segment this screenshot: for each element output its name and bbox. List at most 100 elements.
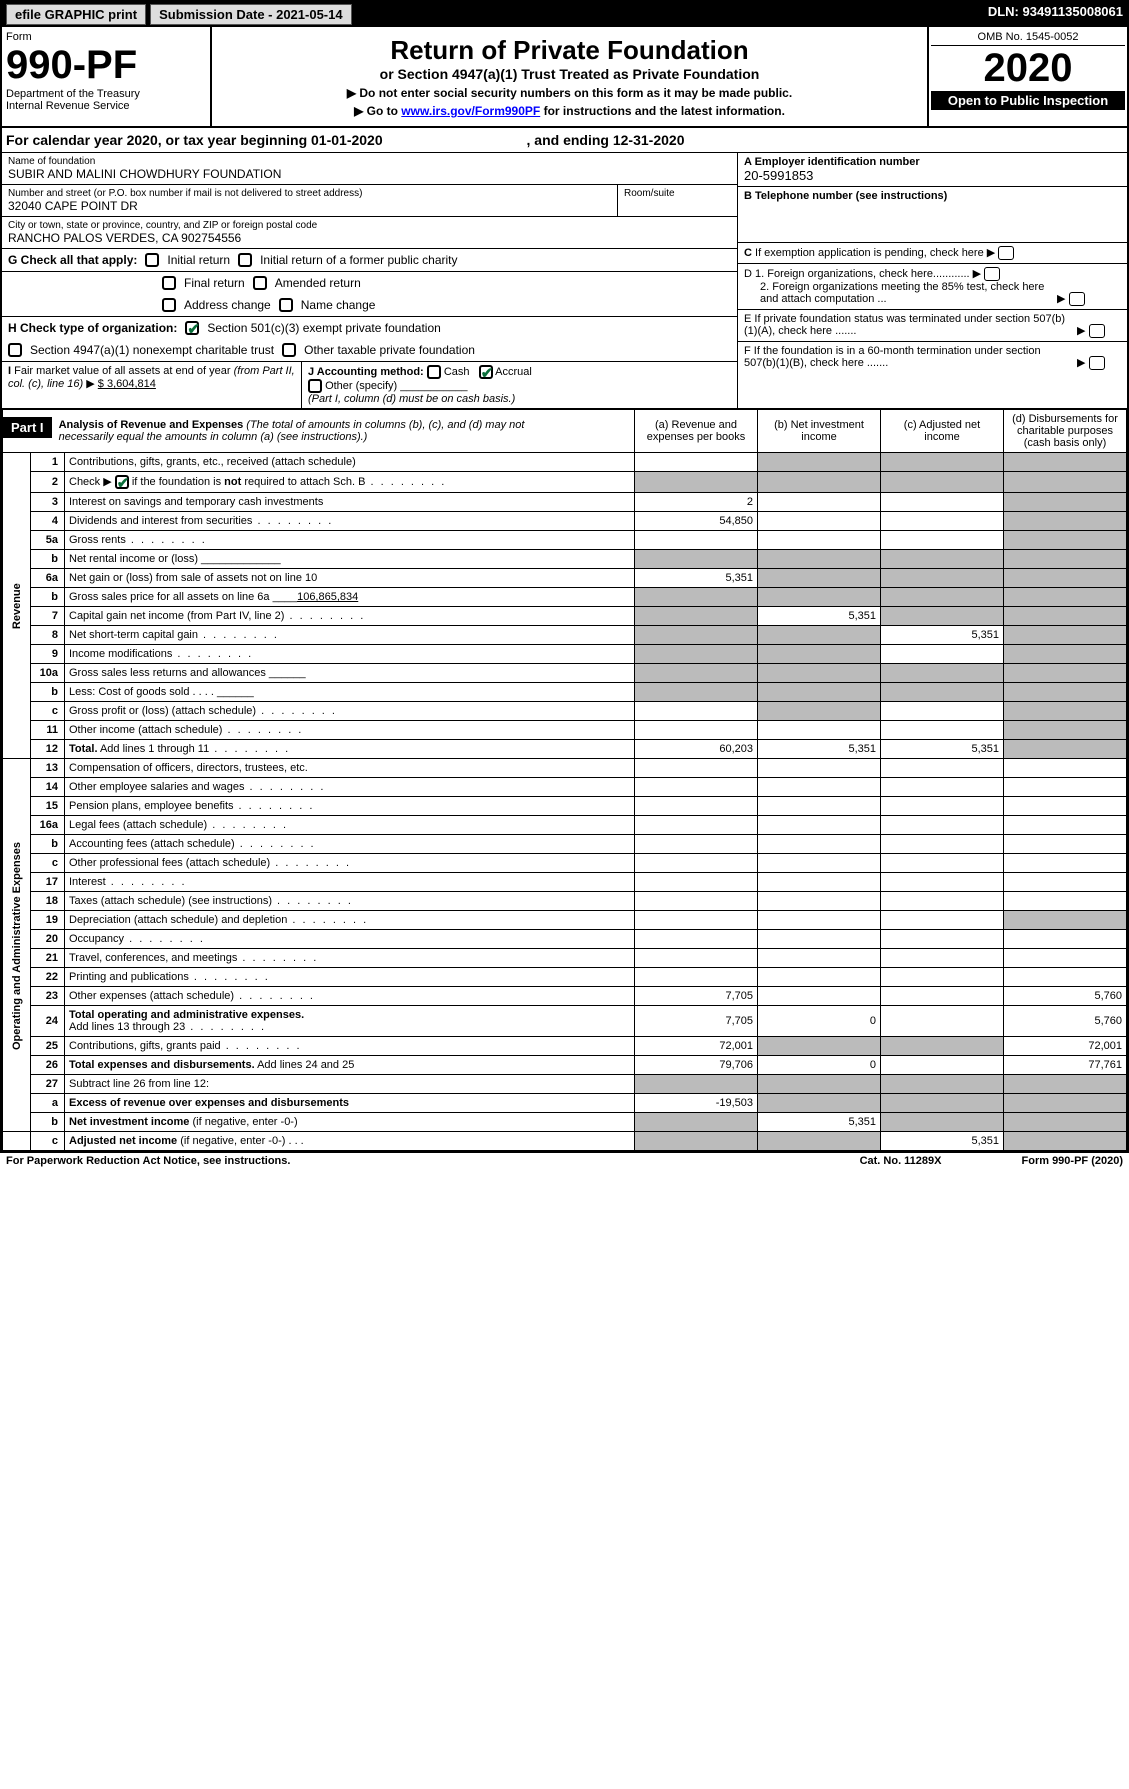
accrual-label: Accrual (495, 366, 532, 378)
cash-checkbox[interactable] (427, 365, 441, 379)
e-checkbox[interactable] (1089, 324, 1105, 338)
line-desc: Gross sales less returns and allowances … (65, 664, 635, 683)
e-cell: E If private foundation status was termi… (738, 310, 1127, 342)
submission-date-button[interactable]: Submission Date - 2021-05-14 (150, 4, 352, 25)
other-taxable-checkbox[interactable] (282, 343, 296, 357)
line-desc: Net gain or (loss) from sale of assets n… (65, 569, 635, 588)
footer-mid: Cat. No. 11289X (860, 1155, 942, 1167)
line-num: 26 (31, 1056, 65, 1075)
line-12-bold: Total. (69, 743, 98, 755)
final-return-checkbox[interactable] (162, 276, 176, 290)
line-desc: Interest on savings and temporary cash i… (65, 493, 635, 512)
amt-b: 0 (758, 1056, 881, 1075)
line-2-pre: Check (69, 476, 100, 488)
cash-label: Cash (444, 366, 470, 378)
omb-number: OMB No. 1545-0052 (931, 29, 1125, 46)
line-desc: Depreciation (attach schedule) and deple… (65, 911, 635, 930)
line-10a-text: Gross sales less returns and allowances (69, 667, 266, 679)
initial-return-checkbox[interactable] (145, 253, 159, 267)
amended-return-checkbox[interactable] (253, 276, 267, 290)
cal-year-begin: For calendar year 2020, or tax year begi… (6, 132, 383, 148)
initial-return-label: Initial return (167, 253, 230, 267)
amt-a: 2 (635, 493, 758, 512)
c-checkbox[interactable] (998, 246, 1014, 260)
line-desc: Gross profit or (loss) (attach schedule) (65, 702, 635, 721)
line-num: 3 (31, 493, 65, 512)
d-cell: D 1. Foreign organizations, check here..… (738, 264, 1127, 310)
line-desc: Capital gain net income (from Part IV, l… (65, 607, 635, 626)
note-ssn: Do not enter social security numbers on … (220, 86, 919, 100)
expenses-side-label: Operating and Administrative Expenses (3, 759, 31, 1132)
j-cell: J Accounting method: Cash Accrual Other … (302, 362, 737, 408)
d1-checkbox[interactable] (984, 267, 1000, 281)
amt-a: 79,706 (635, 1056, 758, 1075)
line-num: c (31, 702, 65, 721)
form-number: 990-PF (6, 43, 206, 88)
open-to-public: Open to Public Inspection (931, 91, 1125, 110)
amt-a: -19,503 (635, 1094, 758, 1113)
line-num: 15 (31, 797, 65, 816)
section-4947-checkbox[interactable] (8, 343, 22, 357)
form-subtitle: or Section 4947(a)(1) Trust Treated as P… (220, 66, 919, 82)
line-desc: Subtract line 26 from line 12: (65, 1075, 635, 1094)
info-grid: Name of foundation SUBIR AND MALINI CHOW… (2, 153, 1127, 409)
sch-b-checkbox[interactable] (115, 475, 129, 489)
line-desc: Legal fees (attach schedule) (65, 816, 635, 835)
part1-table: Part I Analysis of Revenue and Expenses … (2, 409, 1127, 1151)
other-method-checkbox[interactable] (308, 379, 322, 393)
f-checkbox[interactable] (1089, 356, 1105, 370)
line-num: 25 (31, 1037, 65, 1056)
line-desc: Check ▶ if the foundation is not require… (65, 472, 635, 493)
line-27a-bold: Excess of revenue over expenses and disb… (69, 1097, 349, 1109)
g-check-row: G Check all that apply: Initial return I… (2, 249, 737, 272)
efile-print-button[interactable]: efile GRAPHIC print (6, 4, 146, 25)
line-desc: Income modifications (65, 645, 635, 664)
line-num: 14 (31, 778, 65, 797)
street-address: 32040 CAPE POINT DR (8, 199, 611, 213)
j-label: J Accounting method: (308, 366, 424, 378)
amt-a: 7,705 (635, 1006, 758, 1037)
dept-irs: Internal Revenue Service (6, 100, 206, 112)
address-change-checkbox[interactable] (162, 298, 176, 312)
line-num: b (31, 1113, 65, 1132)
phone-label: B Telephone number (see instructions) (744, 190, 947, 202)
initial-former-checkbox[interactable] (238, 253, 252, 267)
part1-title: Analysis of Revenue and Expenses (59, 419, 244, 431)
other-method-label: Other (specify) (325, 380, 397, 392)
amt-c: 5,351 (881, 626, 1004, 645)
form-container: efile GRAPHIC print Submission Date - 20… (0, 0, 1129, 1153)
e-label: E If private foundation status was termi… (744, 313, 1074, 337)
line-desc: Other professional fees (attach schedule… (65, 854, 635, 873)
line-desc: Total. Add lines 1 through 11 (65, 740, 635, 759)
room-label: Room/suite (624, 188, 731, 199)
amt-a: 72,001 (635, 1037, 758, 1056)
line-num: 8 (31, 626, 65, 645)
line-num: 23 (31, 987, 65, 1006)
title-box: Return of Private Foundation or Section … (212, 27, 927, 126)
line-num: 4 (31, 512, 65, 531)
name-change-checkbox[interactable] (279, 298, 293, 312)
line-num: 10a (31, 664, 65, 683)
line-26-bold: Total expenses and disbursements. (69, 1059, 255, 1071)
accrual-checkbox[interactable] (479, 365, 493, 379)
d2-checkbox[interactable] (1069, 292, 1085, 306)
amt-a: 5,351 (635, 569, 758, 588)
note-goto-pre: Go to (354, 104, 401, 118)
address-cell: Number and street (or P.O. box number if… (2, 185, 617, 217)
line-num: 5a (31, 531, 65, 550)
note-goto: Go to www.irs.gov/Form990PF for instruct… (220, 104, 919, 118)
section-4947-label: Section 4947(a)(1) nonexempt charitable … (30, 343, 274, 357)
line-num: 24 (31, 1006, 65, 1037)
form-instructions-link[interactable]: www.irs.gov/Form990PF (401, 104, 540, 118)
amt-b: 5,351 (758, 607, 881, 626)
foundation-name-cell: Name of foundation SUBIR AND MALINI CHOW… (2, 153, 737, 185)
ein-cell: A Employer identification number 20-5991… (738, 153, 1127, 187)
phone-cell: B Telephone number (see instructions) (738, 187, 1127, 243)
line-desc: Other income (attach schedule) (65, 721, 635, 740)
section-501c3-checkbox[interactable] (185, 321, 199, 335)
addr-label: Number and street (or P.O. box number if… (8, 188, 611, 199)
revenue-side-label: Revenue (3, 453, 31, 759)
line-num: 12 (31, 740, 65, 759)
line-num: 21 (31, 949, 65, 968)
amt-b: 5,351 (758, 1113, 881, 1132)
